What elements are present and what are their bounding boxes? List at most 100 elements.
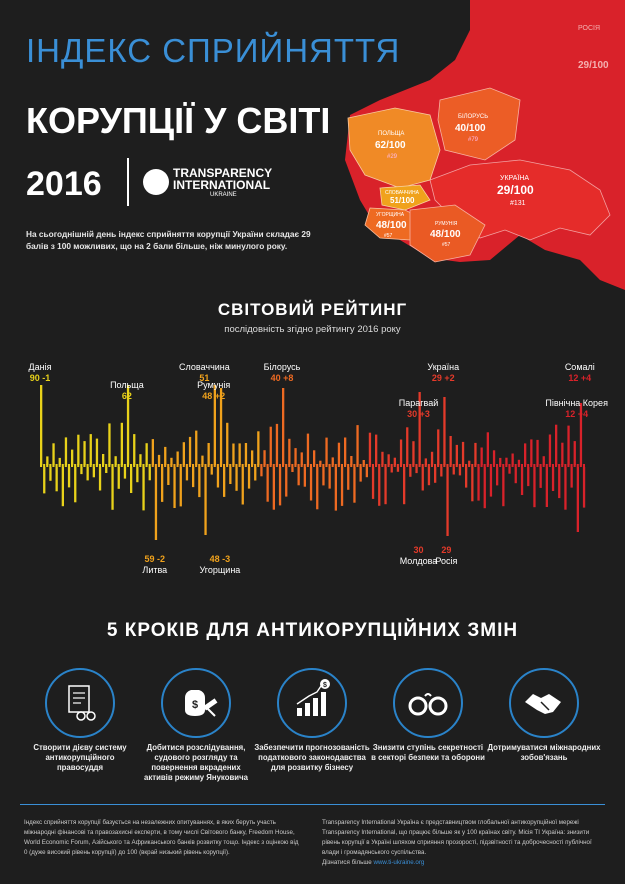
baseline-tick [219, 464, 222, 467]
ranking-bar [365, 467, 368, 478]
baseline-tick [71, 464, 74, 467]
ranking-bar [533, 467, 536, 508]
ranking-bar [353, 467, 356, 503]
ranking-bar [480, 447, 483, 465]
ranking-bar [347, 467, 350, 490]
step-4-label: Знизити ступінь секретності в секторі бе… [371, 743, 485, 762]
ukraine-map-rank: #131 [510, 200, 526, 207]
country-label: Молдова [400, 556, 438, 566]
baseline-tick [80, 464, 83, 467]
baseline-tick [182, 464, 185, 467]
ranking-bar [582, 467, 586, 508]
baseline-tick [278, 464, 281, 467]
baseline-tick [226, 464, 229, 467]
ranking-bar [403, 467, 406, 505]
romania-map-rank: #57 [442, 242, 451, 248]
baseline-tick [294, 464, 297, 467]
org-name-line-2: INTERNATIONAL [173, 178, 271, 192]
ranking-bar [421, 467, 424, 491]
ranking-bar [223, 467, 226, 497]
country-label: Парагвай [399, 398, 438, 408]
poland-map-score: 62/100 [375, 140, 406, 151]
baseline-tick [285, 464, 288, 467]
baseline-tick [539, 464, 542, 467]
ranking-bar [573, 441, 576, 465]
ranking-bar [260, 467, 263, 477]
ranking-bar [536, 439, 539, 465]
score-label: 48 +2 [202, 391, 225, 401]
baseline-tick [371, 464, 374, 467]
score-label: 90 -1 [30, 373, 51, 383]
baseline-tick [136, 464, 139, 467]
ranking-bar [139, 454, 142, 465]
ranking-bar [548, 434, 552, 465]
ranking-bar [455, 444, 458, 465]
baseline-tick [573, 464, 576, 467]
ranking-bar [316, 467, 319, 510]
baseline-tick [378, 464, 381, 467]
baseline-tick [204, 464, 207, 467]
baseline-tick [269, 464, 272, 467]
baseline-tick [130, 464, 133, 467]
ranking-bar [390, 467, 393, 473]
baseline-tick [424, 464, 427, 467]
baseline-tick [325, 464, 328, 467]
country-label: Росія [435, 556, 457, 566]
ranking-bar [309, 467, 313, 501]
baseline-tick [108, 464, 111, 467]
baseline-tick [427, 464, 430, 467]
ranking-bar [502, 467, 505, 507]
baseline-tick [192, 464, 195, 467]
baseline-tick [238, 464, 241, 467]
baseline-tick [347, 464, 350, 467]
baseline-tick [340, 464, 343, 467]
baseline-tick [555, 464, 558, 467]
baseline-tick [288, 464, 291, 467]
baseline-tick [561, 464, 564, 467]
baseline-tick [151, 464, 154, 467]
romania-map-label: РУМУНІЯ [435, 221, 458, 227]
ranking-bar [157, 454, 161, 465]
ranking-bar [40, 385, 43, 465]
svg-text:$: $ [192, 699, 198, 711]
ranking-bar [247, 467, 251, 489]
ranking-bar [579, 403, 583, 465]
baseline-tick [67, 464, 70, 467]
ranking-bar [396, 467, 400, 472]
baseline-tick [235, 464, 238, 467]
baseline-tick [412, 464, 415, 467]
baseline-tick [492, 464, 495, 467]
ranking-bar [359, 467, 362, 482]
baseline-tick [356, 464, 359, 467]
baseline-tick [148, 464, 151, 467]
ranking-bar [216, 467, 220, 488]
baseline-tick [403, 464, 406, 467]
baseline-tick [328, 464, 331, 467]
ranking-bar [238, 443, 241, 465]
baseline-tick [465, 464, 468, 467]
ranking-bar [117, 467, 120, 489]
baseline-tick [527, 464, 530, 467]
ranking-bar [145, 443, 148, 465]
slovakia-map-label: СЛОВАЧЧИНА [385, 190, 420, 196]
ranking-bar [446, 467, 449, 536]
baseline-tick [164, 464, 167, 467]
step-1-label: Створити дієву систему антикорупційного … [33, 743, 127, 772]
baseline-tick [89, 464, 92, 467]
baseline-tick [266, 464, 269, 467]
ranking-bar [443, 397, 446, 465]
baseline-tick [514, 464, 517, 467]
footer-link[interactable]: www.ti-ukraine.org [373, 859, 425, 866]
ranking-bar [297, 467, 300, 486]
baseline-tick [185, 464, 188, 467]
ranking-bar [489, 467, 493, 497]
ranking-bar [288, 438, 291, 465]
ranking-bar [322, 467, 325, 486]
baseline-tick [55, 464, 58, 467]
ranking-bar [74, 467, 77, 503]
baseline-tick [49, 464, 52, 467]
baseline-tick [303, 464, 306, 467]
baseline-tick [86, 464, 89, 467]
baseline-tick [582, 464, 585, 467]
ranking-bar [71, 449, 74, 465]
